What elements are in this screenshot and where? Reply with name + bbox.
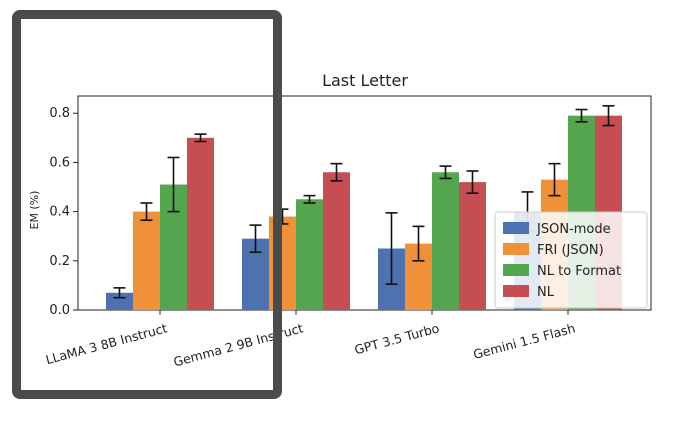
y-tick-label: 0.0	[49, 303, 70, 318]
bar-nl-2	[459, 182, 486, 310]
legend-label: JSON-mode	[536, 222, 611, 237]
bar-nl-to-format-2	[432, 172, 459, 310]
x-tick-label: LLaMA 3 8B Instruct	[44, 320, 169, 367]
legend-label: NL	[537, 285, 555, 300]
legend-label: NL to Format	[537, 264, 621, 279]
legend-box	[494, 211, 648, 309]
bar-json-mode-0	[106, 292, 133, 310]
plot-frame	[77, 95, 652, 311]
x-tick-label: Gemma 2 9B Instruct	[172, 320, 305, 369]
legend-swatch	[503, 222, 529, 234]
y-tick-label: 0.4	[49, 205, 70, 220]
bar-nl-1	[323, 172, 350, 310]
y-tick-label: 0.8	[49, 106, 70, 121]
legend-swatch	[503, 243, 529, 255]
bar-fri-json-1	[269, 216, 296, 310]
y-tick-label: 0.2	[49, 254, 70, 269]
y-axis-label: EM (%)	[28, 191, 41, 230]
legend-swatch	[503, 285, 529, 297]
y-tick-label: 0.6	[49, 155, 70, 170]
legend-swatch	[503, 264, 529, 276]
legend-label: FRI (JSON)	[537, 243, 604, 258]
bar-fri-json-0	[133, 211, 160, 310]
x-tick-label: Gemini 1.5 Flash	[471, 320, 576, 362]
bar-nl-to-format-1	[296, 199, 323, 310]
chart-title: Last Letter	[322, 71, 408, 90]
bar-nl-0	[187, 137, 214, 310]
x-tick-label: GPT 3.5 Turbo	[353, 320, 441, 357]
